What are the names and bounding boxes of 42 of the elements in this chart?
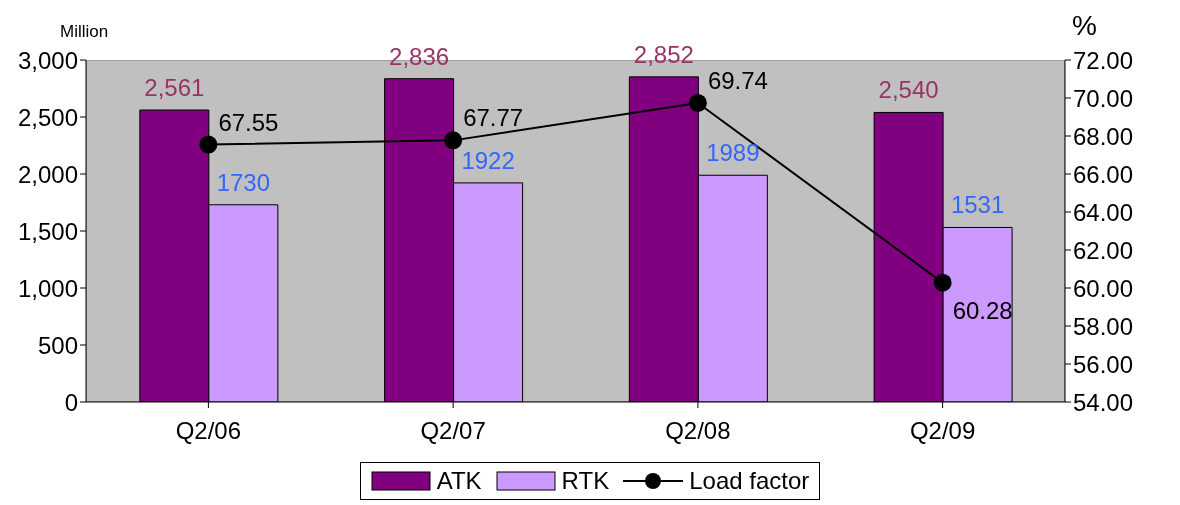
data-label: 2,561 [144, 74, 205, 102]
y-tick-label: 3,000 [17, 46, 78, 74]
data-label: 67.77 [463, 104, 524, 132]
data-label: 1730 [216, 168, 271, 196]
y2-tick-label: 60.00 [1073, 274, 1134, 302]
y2-tick-label: 68.00 [1073, 122, 1134, 150]
y-tick-label: 1,000 [17, 274, 78, 302]
x-tick-label: Q2/07 [420, 417, 486, 445]
point [933, 273, 952, 292]
point [444, 131, 463, 150]
y2-tick-label: 56.00 [1073, 350, 1134, 378]
y2-tick-label: 72.00 [1073, 46, 1134, 74]
y2-tick-label: 62.00 [1073, 236, 1134, 264]
data-label: 69.74 [707, 66, 768, 94]
y-tick-label: 1,500 [17, 217, 78, 245]
y2-tick-label: 64.00 [1073, 198, 1134, 226]
data-label: 60.28 [952, 296, 1013, 324]
data-label: 1989 [706, 139, 760, 167]
data-label: 2,852 [633, 40, 694, 68]
legend-label: Load factor [688, 467, 810, 495]
y-tick-label: 2,500 [17, 103, 78, 131]
point [199, 135, 218, 154]
x-tick-label: Q2/09 [909, 417, 976, 445]
data-label: 1531 [950, 191, 1005, 219]
y-tick-label: 500 [37, 331, 78, 359]
y2-axis-title: % [1072, 10, 1097, 42]
y-tick-label: 2,000 [17, 160, 78, 188]
data-label: 67.55 [218, 108, 279, 136]
point [688, 93, 707, 112]
data-label: 2,836 [389, 42, 450, 70]
y2-tick-label: 58.00 [1073, 312, 1134, 340]
legend-label: RTK [560, 467, 610, 495]
y2-tick-label: 66.00 [1073, 160, 1134, 188]
y2-tick-label: 70.00 [1073, 84, 1134, 112]
y-axis-title: Million [60, 22, 109, 42]
y-tick-label: 0 [64, 388, 78, 416]
x-tick-label: Q2/06 [175, 417, 242, 445]
y2-tick-label: 54.00 [1073, 388, 1134, 416]
legend-label: ATK [435, 467, 482, 495]
data-label: 1922 [461, 146, 515, 174]
x-tick-label: Q2/08 [665, 417, 731, 445]
data-label: 2,540 [878, 76, 939, 104]
